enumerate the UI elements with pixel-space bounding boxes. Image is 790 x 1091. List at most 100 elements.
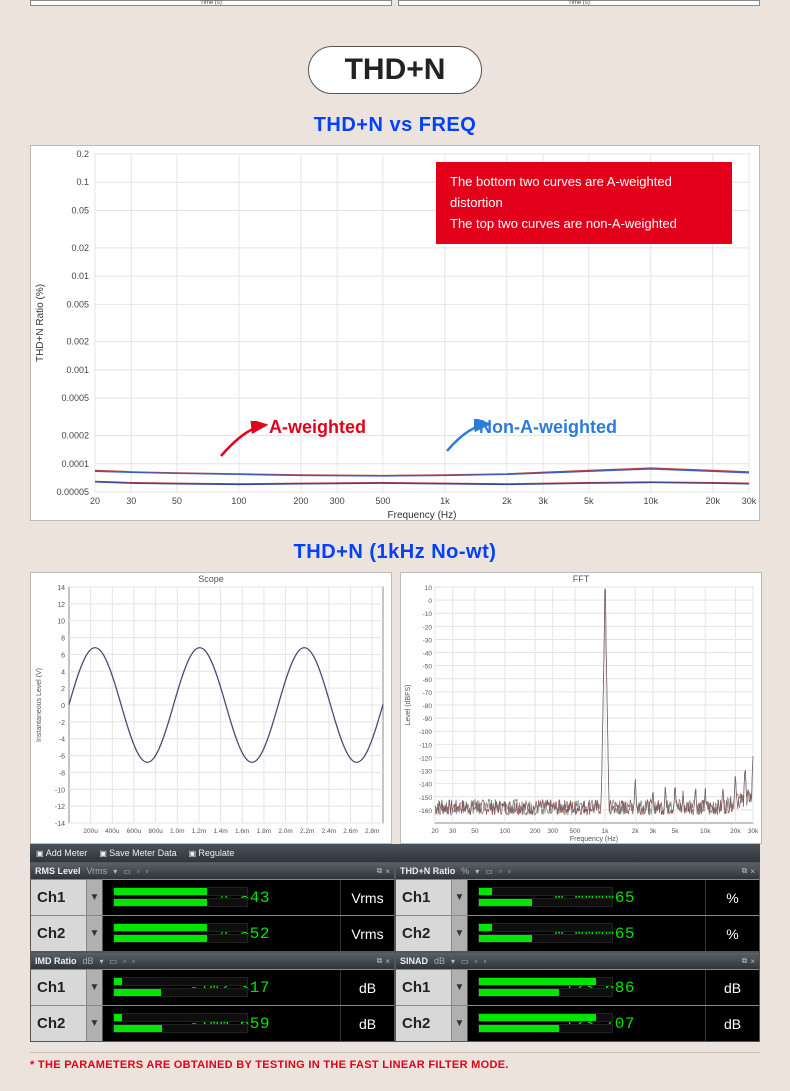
- meter-caret-icon[interactable]: ▼: [452, 1006, 468, 1041]
- svg-text:THD+N Ratio (%): THD+N Ratio (%): [35, 284, 46, 362]
- svg-text:-20: -20: [423, 624, 433, 631]
- svg-text:0.00005: 0.00005: [56, 487, 89, 497]
- expand-icon[interactable]: ▫: [475, 957, 478, 966]
- svg-text:30: 30: [126, 496, 136, 506]
- meter-caret-icon[interactable]: ▼: [452, 916, 468, 951]
- svg-text:2.2m: 2.2m: [300, 828, 314, 835]
- svg-text:-30: -30: [423, 637, 433, 644]
- svg-text:10k: 10k: [700, 828, 711, 835]
- label-non-a: Non-A-weighted: [479, 417, 617, 438]
- svg-text:2k: 2k: [502, 496, 512, 506]
- expand-icon[interactable]: ▫: [499, 867, 502, 876]
- meter-channel: Ch1: [31, 880, 87, 915]
- svg-text:20: 20: [90, 496, 100, 506]
- meter-caret-icon[interactable]: ▼: [87, 1006, 103, 1041]
- toolbar-save-meter[interactable]: Save Meter Data: [99, 848, 176, 858]
- svg-text:5k: 5k: [672, 828, 680, 835]
- svg-text:0.2: 0.2: [76, 149, 89, 159]
- meter-row: Ch1 ▼ 0.000065 %: [396, 879, 759, 915]
- meter-row: Ch2 ▼ -100.659 dB: [31, 1005, 394, 1041]
- meter-bar-area: 123.707: [468, 1006, 705, 1041]
- config-icon[interactable]: ▾: [451, 957, 455, 966]
- meter-toolbar: Add Meter Save Meter Data Regulate: [30, 844, 760, 862]
- fft-chart: FFT-160-150-140-130-120-110-100-90-80-70…: [400, 572, 762, 844]
- toolbar-regulate[interactable]: Regulate: [189, 848, 235, 858]
- popout-icon[interactable]: ⧉: [742, 956, 748, 966]
- close-icon[interactable]: ×: [750, 867, 755, 876]
- meter-unit: Vrms: [340, 880, 394, 915]
- close-icon[interactable]: ×: [750, 957, 755, 966]
- collapse-icon[interactable]: ▭: [461, 957, 469, 966]
- meter-channel: Ch2: [31, 1006, 87, 1041]
- svg-text:200: 200: [530, 828, 541, 835]
- meter-caret-icon[interactable]: ▼: [452, 880, 468, 915]
- svg-text:-8: -8: [59, 770, 65, 777]
- meter-panel: SINADdB▾▭▫▫⧉× Ch1 ▼ 123.686 dB Ch2 ▼: [395, 952, 760, 1042]
- meter-caret-icon[interactable]: ▼: [87, 880, 103, 915]
- meter-bar-area: 4.852: [103, 916, 340, 951]
- svg-text:3k: 3k: [649, 828, 657, 835]
- meter-bar-area: 0.000065: [468, 916, 705, 951]
- meter-title: IMD Ratio: [35, 956, 77, 966]
- svg-text:Instantaneous Level (V): Instantaneous Level (V): [36, 668, 43, 742]
- top-panel-label: Time (s): [568, 0, 590, 6]
- svg-text:-60: -60: [423, 677, 433, 684]
- meter-unit: dB: [340, 970, 394, 1005]
- scope-svg: Scope-14-12-10-8-6-4-202468101214200u400…: [31, 573, 391, 843]
- meter-panel: THD+N Ratio%▾▭▫▫⧉× Ch1 ▼ 0.000065 % Ch2 …: [395, 862, 760, 952]
- svg-text:8: 8: [61, 636, 65, 643]
- svg-text:200: 200: [293, 496, 308, 506]
- popout-icon[interactable]: ⧉: [377, 866, 383, 876]
- meter-channel: Ch2: [396, 916, 452, 951]
- meter-row: Ch1 ▼ 123.686 dB: [396, 969, 759, 1005]
- svg-text:1.2m: 1.2m: [192, 828, 206, 835]
- svg-text:0.0001: 0.0001: [61, 459, 89, 469]
- meter-caret-icon[interactable]: ▼: [87, 970, 103, 1005]
- meter-pre-unit: Vrms: [87, 866, 108, 876]
- svg-text:-110: -110: [419, 742, 432, 749]
- scope-chart: Scope-14-12-10-8-6-4-202468101214200u400…: [30, 572, 392, 844]
- svg-text:-160: -160: [419, 808, 432, 815]
- config-icon[interactable]: ▾: [113, 867, 117, 876]
- config-icon[interactable]: ▾: [100, 957, 104, 966]
- svg-text:2.8m: 2.8m: [365, 828, 379, 835]
- close-icon[interactable]: ×: [385, 957, 390, 966]
- svg-text:4: 4: [61, 669, 65, 676]
- collapse-icon[interactable]: ▭: [110, 957, 118, 966]
- svg-text:-90: -90: [423, 716, 433, 723]
- meter-row: Ch1 ▼ 4.843 Vrms: [31, 879, 394, 915]
- meter-row: Ch2 ▼ 0.000065 %: [396, 915, 759, 951]
- svg-text:-100: -100: [419, 729, 432, 736]
- svg-text:0.0002: 0.0002: [61, 431, 89, 441]
- collapse-icon[interactable]: ▭: [123, 867, 131, 876]
- svg-text:-10: -10: [423, 611, 433, 618]
- svg-text:-70: -70: [423, 690, 433, 697]
- svg-text:200u: 200u: [83, 828, 98, 835]
- more-icon[interactable]: ▫: [146, 867, 149, 876]
- annotation-line2: The top two curves are non-A-weighted: [450, 214, 718, 235]
- svg-text:0.1: 0.1: [76, 177, 89, 187]
- more-icon[interactable]: ▫: [508, 867, 511, 876]
- meter-title: RMS Level: [35, 866, 81, 876]
- expand-icon[interactable]: ▫: [123, 957, 126, 966]
- meter-panel: IMD RatiodB▾▭▫▫⧉× Ch1 ▼ -102.317 dB Ch2 …: [30, 952, 395, 1042]
- meter-caret-icon[interactable]: ▼: [452, 970, 468, 1005]
- svg-text:0.05: 0.05: [71, 205, 89, 215]
- popout-icon[interactable]: ⧉: [377, 956, 383, 966]
- expand-icon[interactable]: ▫: [137, 867, 140, 876]
- meter-pre-unit: dB: [434, 956, 445, 966]
- more-icon[interactable]: ▫: [132, 957, 135, 966]
- toolbar-add-meter[interactable]: Add Meter: [36, 848, 87, 858]
- meter-bar-area: -100.659: [103, 1006, 340, 1041]
- close-icon[interactable]: ×: [385, 867, 390, 876]
- more-icon[interactable]: ▫: [483, 957, 486, 966]
- svg-text:10: 10: [425, 585, 433, 592]
- config-icon[interactable]: ▾: [475, 867, 479, 876]
- collapse-icon[interactable]: ▭: [485, 867, 493, 876]
- meter-caret-icon[interactable]: ▼: [87, 916, 103, 951]
- meter-unit: Vrms: [340, 916, 394, 951]
- popout-icon[interactable]: ⧉: [742, 866, 748, 876]
- annotation-line1: The bottom two curves are A-weighted dis…: [450, 172, 718, 214]
- svg-text:30: 30: [449, 828, 457, 835]
- svg-text:1k: 1k: [602, 828, 610, 835]
